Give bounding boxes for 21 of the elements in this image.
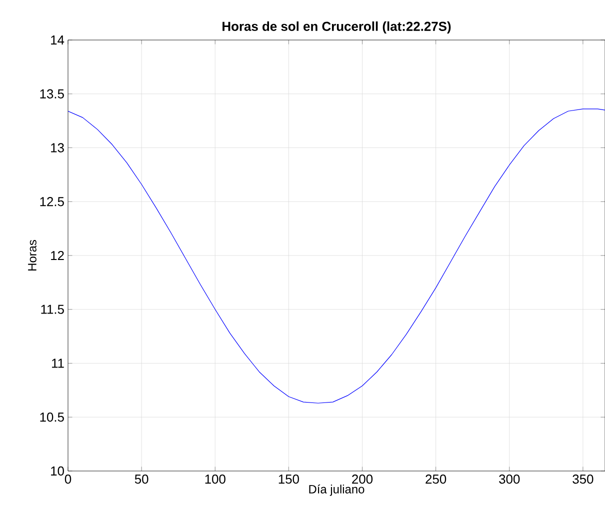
y-tick-label: 10: [51, 466, 64, 476]
x-tick-label: 250: [426, 474, 446, 484]
y-tick-label: 10.5: [40, 412, 64, 422]
chart-title: Horas de sol en Cruceroll (lat:22.27S): [222, 21, 451, 34]
y-axis-title: Horas: [28, 240, 36, 270]
x-tick-label: 100: [205, 474, 226, 484]
x-tick-label: 300: [499, 474, 520, 484]
y-tick-label: 12: [51, 250, 64, 260]
y-tick-label: 13: [51, 143, 64, 152]
x-axis-title: Día juliano: [309, 484, 364, 496]
x-tick-label: 350: [572, 474, 594, 484]
y-tick-label: 14: [51, 36, 64, 44]
x-tick-label: 50: [134, 474, 148, 484]
y-tick-label: 11.5: [41, 304, 64, 314]
y-tick-label: 12.5: [40, 197, 64, 206]
x-tick-label: 150: [278, 474, 299, 484]
y-tick-label: 13.5: [40, 89, 64, 98]
line-series: [68, 108, 605, 404]
y-tick-label: 11: [52, 358, 64, 368]
x-tick-label: 200: [352, 474, 373, 484]
x-tick-label: 0: [64, 474, 72, 484]
